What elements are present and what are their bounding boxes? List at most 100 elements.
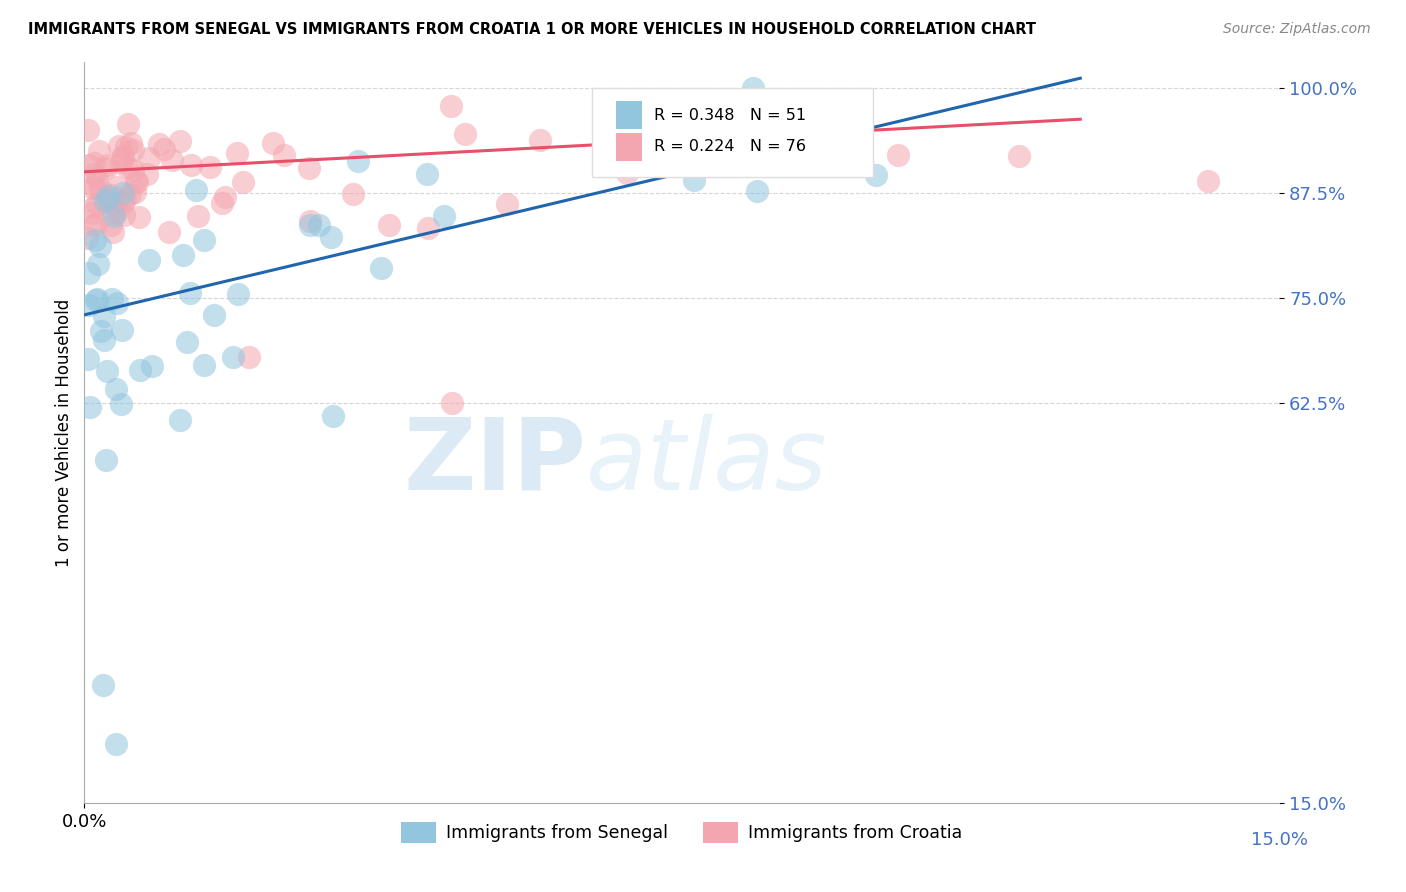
Point bbox=[114, 192, 136, 206]
Point bbox=[89, 182, 111, 196]
Point bbox=[887, 148, 910, 162]
Point bbox=[162, 153, 184, 168]
FancyBboxPatch shape bbox=[592, 88, 873, 178]
Point bbox=[100, 196, 122, 211]
Point bbox=[226, 287, 249, 301]
Point bbox=[100, 187, 122, 202]
Point bbox=[105, 203, 128, 218]
Point bbox=[86, 257, 108, 271]
Point bbox=[179, 285, 201, 300]
Point bbox=[77, 298, 100, 312]
Text: atlas: atlas bbox=[586, 414, 828, 511]
Point bbox=[1197, 174, 1219, 188]
Point bbox=[198, 160, 221, 174]
Point bbox=[76, 352, 98, 367]
Point bbox=[82, 181, 104, 195]
Point bbox=[529, 133, 551, 147]
Point bbox=[103, 205, 125, 219]
Point bbox=[202, 308, 225, 322]
Point bbox=[187, 210, 209, 224]
Point bbox=[114, 139, 136, 153]
Point bbox=[742, 80, 765, 95]
Point bbox=[496, 197, 519, 211]
Point bbox=[110, 155, 132, 169]
Point bbox=[89, 144, 111, 158]
Point bbox=[298, 214, 321, 228]
Point bbox=[111, 151, 134, 165]
Point bbox=[100, 218, 122, 232]
Point bbox=[82, 218, 104, 232]
Point bbox=[152, 142, 174, 156]
Point bbox=[86, 197, 108, 211]
Point bbox=[759, 139, 782, 153]
Point bbox=[322, 409, 344, 423]
Point bbox=[262, 136, 284, 151]
Point bbox=[169, 134, 191, 148]
Point bbox=[86, 293, 108, 307]
Point bbox=[83, 155, 105, 169]
Point bbox=[79, 401, 101, 415]
Point bbox=[433, 210, 456, 224]
Point bbox=[101, 292, 124, 306]
Bar bbox=[616, 133, 643, 161]
Point bbox=[127, 175, 149, 189]
Point bbox=[214, 190, 236, 204]
Point bbox=[108, 139, 131, 153]
Point bbox=[416, 167, 439, 181]
Point bbox=[93, 309, 115, 323]
Point bbox=[79, 266, 101, 280]
Point bbox=[77, 158, 100, 172]
Point bbox=[77, 122, 100, 136]
Point bbox=[128, 210, 150, 224]
Point bbox=[129, 363, 152, 377]
Point bbox=[136, 168, 159, 182]
Point bbox=[89, 238, 111, 252]
Point bbox=[83, 233, 105, 247]
Point bbox=[94, 194, 117, 209]
Point bbox=[97, 189, 120, 203]
Point bbox=[370, 261, 392, 276]
Point bbox=[238, 350, 260, 364]
Point bbox=[454, 128, 477, 142]
Point bbox=[90, 324, 112, 338]
Point bbox=[96, 158, 118, 172]
Point bbox=[148, 136, 170, 151]
Point bbox=[120, 136, 142, 150]
Point bbox=[111, 322, 134, 336]
Point bbox=[105, 296, 128, 310]
Point bbox=[440, 99, 463, 113]
Text: ZIP: ZIP bbox=[404, 414, 586, 511]
Point bbox=[1007, 149, 1029, 163]
Point bbox=[298, 161, 321, 175]
Point bbox=[169, 413, 191, 427]
Text: R = 0.224   N = 76: R = 0.224 N = 76 bbox=[654, 139, 807, 154]
Point bbox=[84, 217, 107, 231]
Text: 15.0%: 15.0% bbox=[1251, 830, 1308, 848]
Point bbox=[86, 293, 108, 307]
Point bbox=[378, 218, 401, 232]
Point bbox=[83, 200, 105, 214]
Point bbox=[101, 225, 124, 239]
Point bbox=[298, 219, 321, 233]
Point bbox=[97, 194, 120, 208]
Point bbox=[180, 158, 202, 172]
Point bbox=[193, 233, 215, 247]
Point bbox=[321, 229, 343, 244]
Point bbox=[346, 154, 368, 169]
Point bbox=[308, 218, 330, 232]
Point bbox=[86, 172, 108, 186]
Point bbox=[138, 253, 160, 268]
Legend: Immigrants from Senegal, Immigrants from Croatia: Immigrants from Senegal, Immigrants from… bbox=[394, 814, 970, 850]
Point bbox=[83, 178, 105, 193]
Point bbox=[232, 175, 254, 189]
Point bbox=[91, 678, 114, 692]
Point bbox=[83, 167, 105, 181]
Point bbox=[117, 117, 139, 131]
Y-axis label: 1 or more Vehicles in Household: 1 or more Vehicles in Household bbox=[55, 299, 73, 566]
Point bbox=[111, 149, 134, 163]
Text: R = 0.348   N = 51: R = 0.348 N = 51 bbox=[654, 108, 807, 122]
Point bbox=[441, 396, 464, 410]
Point bbox=[122, 143, 145, 157]
Point bbox=[138, 151, 160, 165]
Point bbox=[176, 334, 198, 349]
